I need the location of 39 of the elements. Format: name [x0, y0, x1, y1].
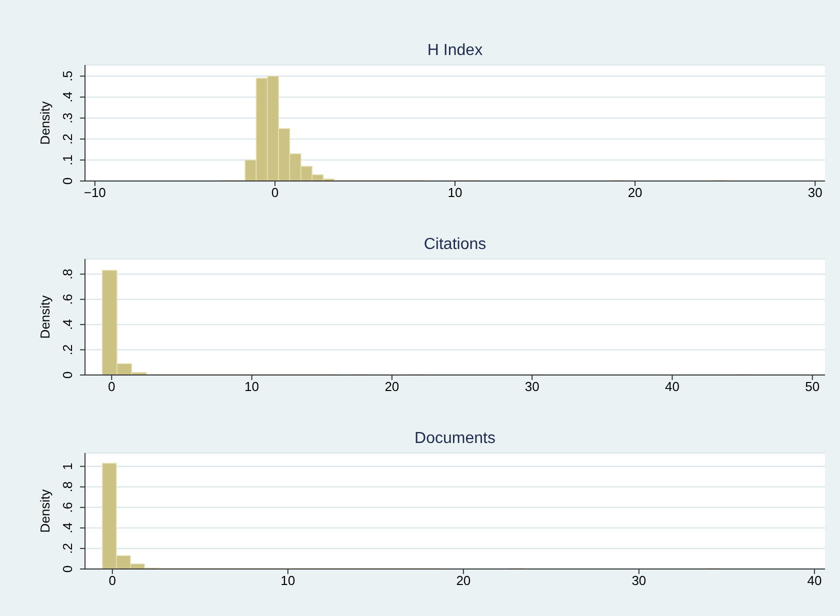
- x-tick-label: 10: [448, 185, 462, 200]
- y-axis-title: Density: [38, 100, 53, 145]
- y-axis-title: Density: [38, 294, 53, 339]
- x-tick-label: 20: [384, 379, 400, 394]
- x-tick-label: −10: [84, 185, 106, 200]
- y-tick-label: .6: [60, 502, 75, 513]
- x-tick-label: 10: [280, 573, 296, 588]
- x-tick-label: 10: [244, 379, 260, 394]
- y-tick-label: .4: [60, 522, 75, 534]
- y-tick-label: .8: [60, 481, 75, 492]
- y-tick-label: .4: [60, 92, 75, 103]
- x-tick-label: 40: [665, 379, 680, 394]
- x-tick-label: 40: [807, 573, 822, 588]
- y-tick-label: .8: [60, 268, 75, 280]
- x-tick-label: 30: [632, 573, 646, 588]
- x-tick-label: 30: [808, 185, 822, 200]
- y-tick-label: 0: [60, 177, 75, 185]
- x-tick-label: 20: [628, 185, 642, 200]
- y-tick-label: .2: [60, 543, 75, 554]
- y-axis-title: Density: [38, 488, 53, 533]
- chart-title: H Index: [426, 41, 484, 61]
- x-tick-label: 0: [271, 185, 279, 200]
- y-tick-label: .4: [60, 319, 75, 330]
- x-tick-label: 30: [524, 379, 540, 394]
- y-tick-label: .5: [60, 70, 75, 82]
- y-tick-label: 0: [60, 371, 75, 379]
- x-tick-label: 0: [108, 573, 116, 588]
- x-tick-label: 0: [108, 379, 116, 394]
- y-tick-label: .1: [60, 154, 75, 166]
- y-tick-label: 0: [60, 565, 75, 573]
- x-tick-label: 20: [456, 573, 471, 588]
- x-tick-label: 50: [805, 379, 820, 394]
- chart-title: Citations: [422, 235, 488, 255]
- y-tick-label: .2: [60, 134, 75, 144]
- chart-title: Documents: [414, 429, 496, 449]
- y-tick-label: .3: [60, 112, 75, 124]
- y-tick-label: 1: [60, 462, 75, 470]
- y-tick-label: .2: [60, 344, 75, 356]
- y-tick-label: .6: [60, 294, 75, 305]
